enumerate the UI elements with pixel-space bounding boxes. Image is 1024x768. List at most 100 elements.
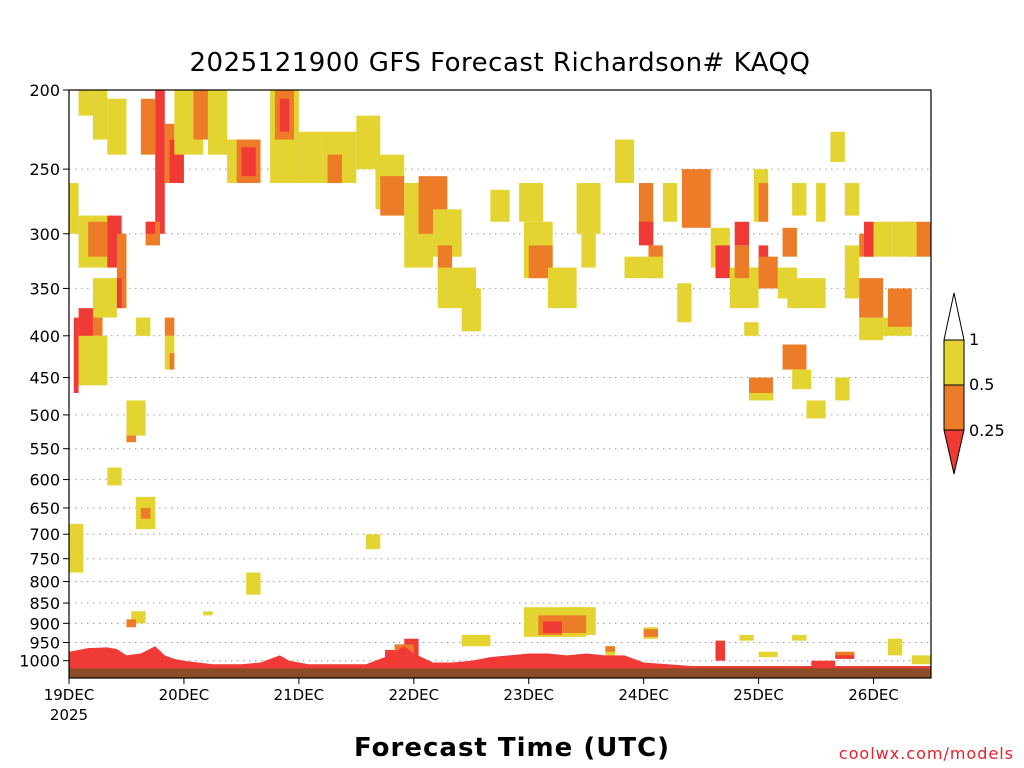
ri-cell-mid bbox=[380, 176, 405, 216]
ri-cell-high bbox=[844, 183, 860, 216]
source-credit: coolwx.com/models bbox=[838, 744, 1014, 763]
color-legend bbox=[943, 292, 965, 475]
ri-cell-high bbox=[107, 98, 127, 155]
ri-cell-mid bbox=[562, 615, 587, 634]
legend-swatch-above-1 bbox=[943, 292, 965, 341]
legend-label: 0.5 bbox=[969, 375, 995, 394]
ri-cell-high bbox=[792, 634, 807, 641]
ri-cell-high bbox=[164, 335, 175, 370]
ri-cell-low bbox=[73, 317, 79, 393]
x-tick-label: 20DEC bbox=[159, 686, 210, 704]
x-tick-label: 24DEC bbox=[618, 686, 669, 704]
ri-cell-mid bbox=[782, 344, 807, 370]
ri-cell-mid bbox=[140, 98, 156, 155]
ri-cell-low bbox=[145, 221, 156, 234]
y-axis: 200 250 300 350 400 450 500 550 600 650 700 750 800 8… bbox=[19, 81, 69, 671]
ground-terrain bbox=[69, 668, 931, 678]
x-axis: 19DEC 20DEC 21DEC 22DEC 23DEC 24DEC 25DEC 26DEC… bbox=[44, 678, 899, 724]
y-tick-label: 900 bbox=[29, 614, 60, 633]
legend-label: 0.25 bbox=[969, 421, 1005, 440]
ri-cell-high bbox=[461, 288, 481, 332]
x-tick-label: 26DEC bbox=[848, 686, 899, 704]
y-tick-label: 200 bbox=[29, 81, 60, 100]
ri-cell-mid bbox=[734, 245, 750, 279]
ri-cell-mid bbox=[643, 629, 659, 637]
ri-cell-low bbox=[241, 147, 256, 177]
ri-cell-high bbox=[887, 638, 903, 656]
y-tick-label: 650 bbox=[29, 499, 60, 518]
ri-cell-mid bbox=[169, 353, 175, 370]
ri-cell-high bbox=[207, 90, 228, 155]
ri-cell-high bbox=[78, 90, 93, 116]
legend-swatch-below-0.25 bbox=[943, 429, 965, 475]
legend-swatch-0.5-1 bbox=[943, 339, 965, 386]
ri-cell-mid bbox=[126, 619, 137, 628]
surface-layer bbox=[69, 646, 931, 678]
ri-cell-high bbox=[136, 317, 151, 336]
ri-cell-mid bbox=[140, 507, 151, 519]
ri-cell-mid bbox=[327, 154, 342, 184]
ri-cell-high bbox=[547, 267, 577, 309]
ri-cell-low bbox=[835, 653, 855, 659]
y-tick-label: 250 bbox=[29, 160, 60, 179]
y-tick-label: 600 bbox=[29, 471, 60, 490]
plot-frame bbox=[68, 89, 932, 679]
ri-cell-high bbox=[662, 183, 678, 222]
y-tick-label: 850 bbox=[29, 594, 60, 613]
ri-cell-high bbox=[73, 335, 108, 386]
x-year-label: 2025 bbox=[50, 706, 88, 724]
ri-cell-high bbox=[859, 317, 884, 341]
ri-cell-high bbox=[787, 278, 826, 309]
ri-cell-high bbox=[739, 634, 754, 641]
ri-cell-high bbox=[806, 400, 826, 419]
ri-cell-mid bbox=[859, 278, 884, 318]
ri-cell-mid bbox=[164, 123, 175, 184]
y-tick-label: 1000 bbox=[19, 652, 60, 671]
ri-cell-mid bbox=[605, 646, 615, 652]
ri-cell-high bbox=[749, 392, 773, 401]
ri-cell-high bbox=[744, 322, 759, 336]
ri-cell-low bbox=[863, 221, 874, 257]
x-tick-label: 23DEC bbox=[503, 686, 554, 704]
ri-cell-mid bbox=[835, 651, 855, 656]
ri-cell-high bbox=[92, 90, 108, 140]
ri-cell-mid bbox=[758, 256, 778, 289]
ri-cell-high bbox=[69, 523, 84, 573]
legend-swatch-0.25-0.5 bbox=[943, 384, 965, 431]
ri-cell-high bbox=[576, 183, 601, 234]
y-tick-label: 350 bbox=[29, 279, 60, 298]
y-tick-label: 750 bbox=[29, 550, 60, 569]
ri-cell-low bbox=[155, 90, 165, 234]
y-tick-label: 800 bbox=[29, 573, 60, 592]
ri-cell-mid bbox=[116, 233, 127, 309]
ri-cell-high bbox=[365, 534, 381, 550]
ri-cell-low bbox=[811, 660, 836, 666]
x-tick-label: 25DEC bbox=[733, 686, 784, 704]
ri-cell-mid bbox=[681, 169, 711, 228]
y-tick-label: 400 bbox=[29, 327, 60, 346]
ri-cell-high bbox=[892, 221, 917, 257]
y-tick-label: 550 bbox=[29, 440, 60, 459]
ri-cell-high bbox=[356, 115, 381, 170]
ri-cell-low bbox=[734, 221, 750, 246]
ri-cell-high bbox=[203, 611, 213, 616]
y-tick-label: 450 bbox=[29, 369, 60, 388]
ri-cell-mid bbox=[92, 317, 103, 336]
ri-cell-high bbox=[830, 131, 845, 162]
y-tick-label: 700 bbox=[29, 525, 60, 544]
legend-label: 1 bbox=[969, 330, 980, 349]
ri-cell-high bbox=[298, 131, 323, 184]
ri-cell-high bbox=[519, 183, 544, 222]
x-axis-label: Forecast Time (UTC) bbox=[353, 733, 671, 763]
ri-cell-mid bbox=[164, 317, 175, 336]
ri-cell-high bbox=[792, 369, 812, 390]
ri-cell-high bbox=[835, 377, 850, 401]
y-tick-label: 950 bbox=[29, 634, 60, 653]
pressure-gridlines bbox=[69, 168, 931, 662]
ri-cell-high bbox=[69, 183, 79, 234]
x-tick-label: 21DEC bbox=[274, 686, 325, 704]
ri-cell-low bbox=[543, 621, 568, 634]
ri-cell-mid bbox=[758, 183, 769, 222]
ri-cell-mid bbox=[749, 377, 773, 397]
